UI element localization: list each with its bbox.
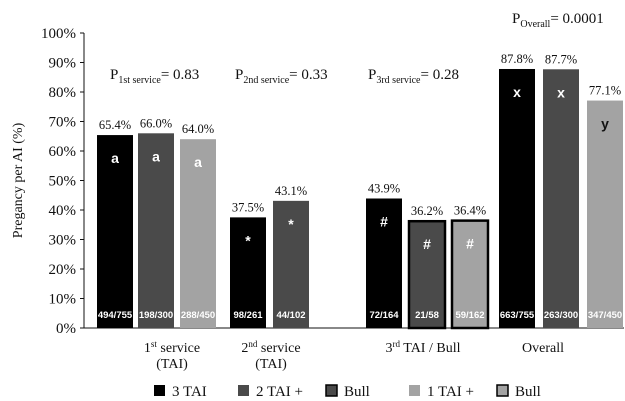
- legend-swatch: [238, 385, 249, 396]
- bar: [138, 133, 174, 328]
- bar-count-label: 347/450: [588, 310, 622, 321]
- bar-count-label: 663/755: [500, 310, 535, 321]
- p-value-label: P1st service= 0.83: [110, 67, 199, 86]
- legend-item: Bull: [325, 384, 370, 400]
- bar-value-label: 66.0%: [140, 116, 172, 130]
- legend-label: Bull: [515, 384, 541, 400]
- legend-swatch: [325, 384, 338, 397]
- bar-count-label: 198/300: [139, 310, 173, 321]
- bar-groups: P1st service= 0.83 65.4% a 494/755 66.0% a 198…: [97, 11, 623, 372]
- bar: [407, 219, 447, 330]
- category-label: 3rd TAI / Bull: [386, 339, 461, 356]
- bar-group: P1st service= 0.83 65.4% a 494/755 66.0% a 198…: [97, 67, 216, 372]
- p-value-label: POverall= 0.0001: [512, 11, 604, 30]
- bar: [97, 135, 133, 328]
- category-label: Overall: [522, 341, 564, 356]
- bar-count-label: 21/58: [415, 310, 439, 321]
- y-tick-label: 30%: [49, 233, 77, 249]
- y-tick-label: 90%: [49, 56, 77, 72]
- y-tick-label: 0%: [56, 321, 76, 337]
- bar-group: P3rd service= 0.28 43.9% #72/164 36.2% #21/5…: [366, 67, 490, 356]
- bar-group: P2nd service= 0.33 37.5% * 98/261 43.1% * 44/1…: [230, 67, 328, 372]
- bar-value-label: 36.4%: [454, 204, 486, 218]
- bar: [366, 198, 402, 328]
- bar-value-label: 43.9%: [368, 181, 400, 195]
- significance-letter: a: [111, 150, 119, 166]
- category-label-line2: (TAI): [255, 357, 287, 372]
- significance-letter: #: [466, 236, 474, 252]
- bar: [273, 200, 309, 328]
- significance-letter: *: [288, 216, 294, 232]
- bar-count-label: 98/261: [233, 310, 263, 321]
- category-label-line2: (TAI): [156, 357, 188, 372]
- y-tick-label: 70%: [49, 115, 77, 131]
- significance-letter: #: [380, 213, 388, 229]
- y-tick-label: 50%: [49, 174, 77, 190]
- y-tick-label: 80%: [49, 85, 77, 101]
- bar-value-label: 43.1%: [275, 184, 307, 198]
- bar: [587, 100, 623, 329]
- significance-letter: x: [513, 84, 521, 100]
- y-tick-label: 20%: [49, 262, 77, 278]
- bar: [450, 219, 490, 330]
- bar: [180, 139, 216, 328]
- legend: 3 TAI 2 TAI + Bull 1 TAI + Bull: [154, 384, 541, 400]
- bar-value-label: 77.1%: [589, 84, 621, 98]
- y-tick-label: 60%: [49, 144, 77, 160]
- p-value-label: P2nd service= 0.33: [235, 67, 328, 86]
- bar-group: POverall= 0.0001 87.8% x 663/755 87.7% x 263/3…: [499, 11, 623, 356]
- legend-label: 3 TAI: [172, 384, 207, 400]
- y-axis-title: Pregancy per AI (%): [11, 122, 26, 238]
- category-label: 1st service: [144, 339, 200, 356]
- bar-count-label: 44/102: [276, 310, 305, 321]
- y-tick-labels: 0% 10% 20% 30% 40% 50% 60% 70% 80% 90% 100%: [41, 26, 84, 337]
- significance-letter: y: [601, 116, 609, 132]
- bar-count-label: 263/300: [544, 310, 578, 321]
- category-label: 2nd service: [241, 339, 300, 356]
- y-tick-label: 10%: [49, 292, 77, 308]
- significance-letter: a: [194, 154, 202, 170]
- bar-value-label: 87.7%: [545, 52, 577, 66]
- bar: [230, 217, 266, 328]
- significance-letter: *: [245, 232, 251, 248]
- legend-item: 2 TAI +: [238, 384, 303, 400]
- bar-count-label: 494/755: [98, 310, 133, 321]
- significance-letter: a: [152, 148, 160, 164]
- bar: [499, 68, 535, 329]
- legend-swatch: [496, 384, 509, 397]
- legend-label: Bull: [344, 384, 370, 400]
- bar-count-label: 59/162: [455, 310, 484, 321]
- bar-value-label: 87.8%: [501, 52, 533, 66]
- bar-value-label: 64.0%: [182, 122, 214, 136]
- significance-letter: x: [557, 84, 565, 100]
- legend-item: 1 TAI +: [409, 384, 474, 400]
- bar-value-label: 37.5%: [232, 200, 264, 214]
- bar: [543, 69, 579, 328]
- legend-label: 2 TAI +: [256, 384, 303, 400]
- legend-label: 1 TAI +: [427, 384, 474, 400]
- significance-letter: #: [423, 236, 431, 252]
- legend-item: 3 TAI: [154, 384, 207, 400]
- p-value-label: P3rd service= 0.28: [368, 67, 459, 86]
- bar-value-label: 36.2%: [411, 204, 443, 218]
- y-tick-label: 100%: [41, 26, 76, 42]
- bar-count-label: 288/450: [181, 310, 215, 321]
- legend-swatch: [154, 385, 165, 396]
- legend-swatch: [409, 385, 420, 396]
- bar-count-label: 72/164: [369, 310, 399, 321]
- legend-item: Bull: [496, 384, 541, 400]
- y-tick-label: 40%: [49, 203, 77, 219]
- bar-value-label: 65.4%: [99, 118, 131, 132]
